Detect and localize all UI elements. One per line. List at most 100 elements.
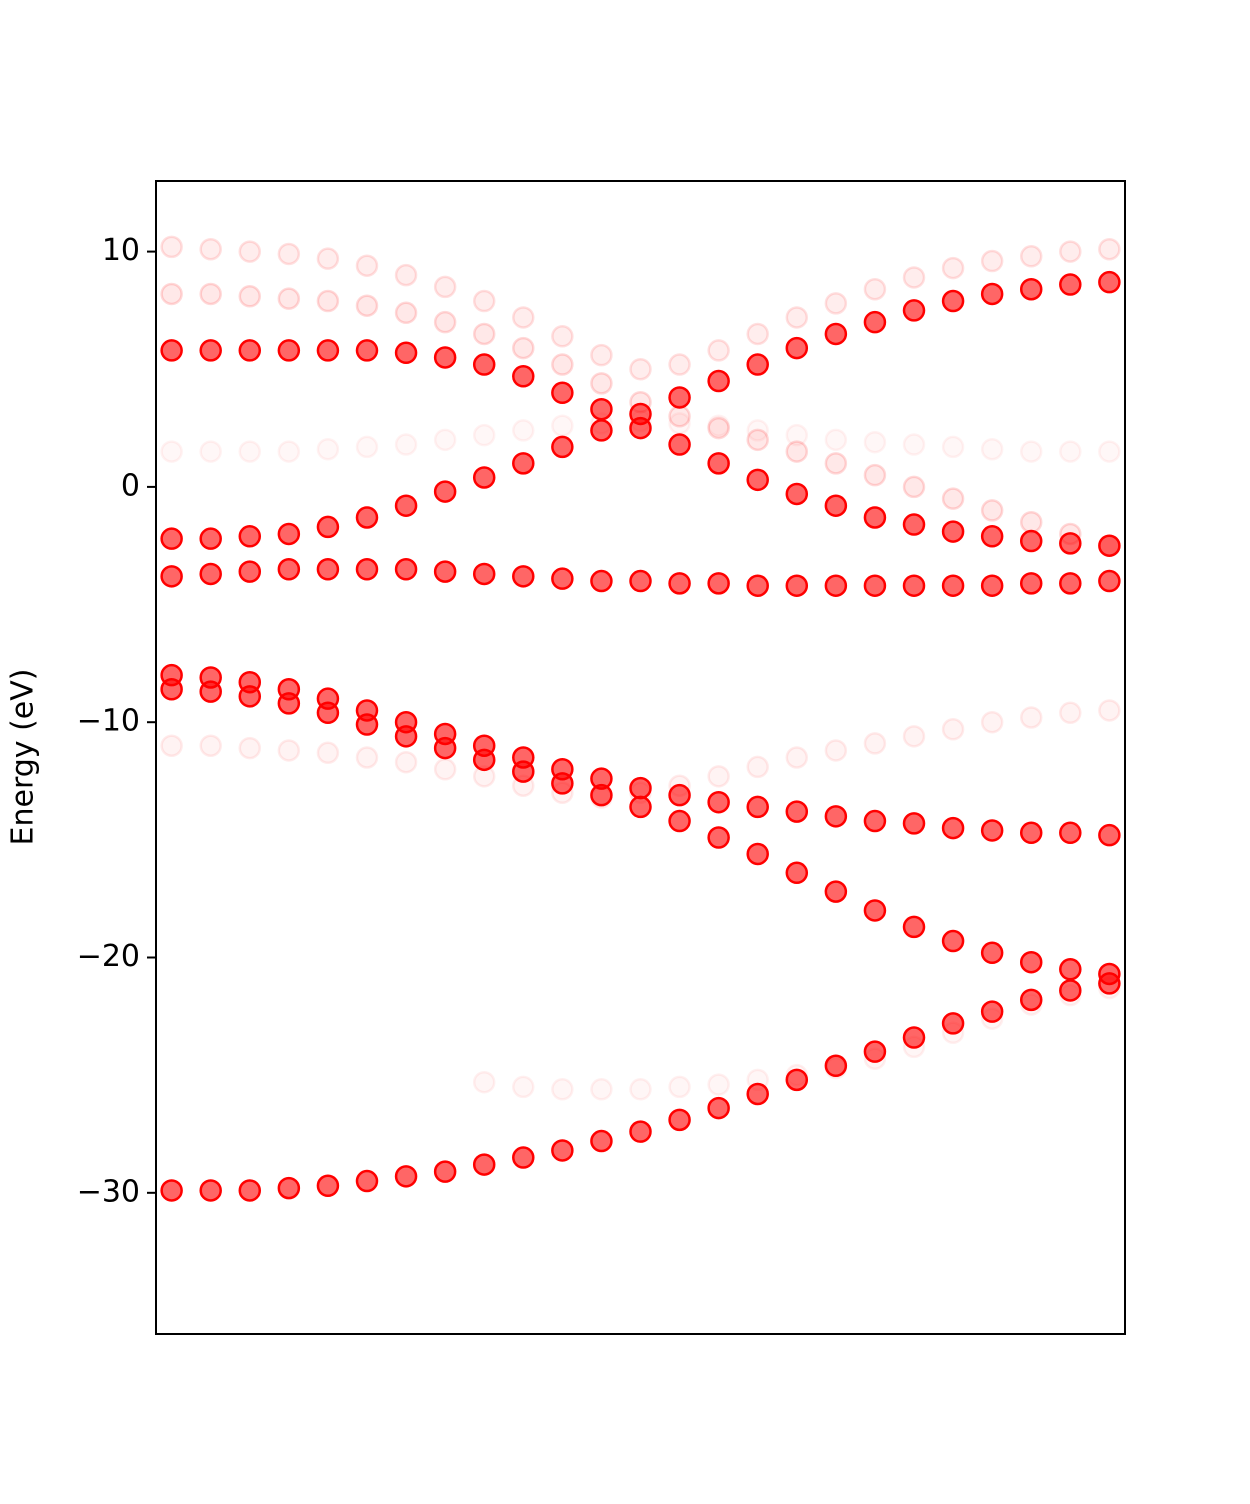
band-point <box>629 357 652 381</box>
band-point <box>941 1012 965 1035</box>
band-point <box>238 440 262 463</box>
band-point <box>277 242 301 266</box>
plot-marks <box>160 235 1121 1202</box>
band-point <box>824 322 848 346</box>
band-point <box>1098 972 1121 995</box>
band-point <box>512 419 535 442</box>
band-point <box>316 515 340 539</box>
band-point <box>316 289 340 313</box>
band-point <box>902 725 926 748</box>
band-point <box>863 310 887 334</box>
band-point <box>355 435 379 459</box>
band-point <box>551 1139 574 1162</box>
band-point <box>1059 821 1082 845</box>
band-point <box>980 437 1004 461</box>
band-point <box>941 574 965 597</box>
band-point <box>1098 270 1121 294</box>
band-point <box>824 1054 848 1078</box>
band-point <box>629 776 652 800</box>
band-point <box>980 249 1004 273</box>
band-point <box>590 343 613 367</box>
band-point <box>1019 950 1043 974</box>
y-axis-label: Energy (eV) <box>6 669 41 846</box>
band-point <box>199 1179 222 1202</box>
band-point <box>980 499 1004 522</box>
band-point <box>629 569 652 593</box>
y-tick-label: −30 <box>77 1174 140 1209</box>
band-point <box>394 494 418 517</box>
band-point <box>707 765 730 788</box>
band-point <box>590 419 613 442</box>
band-point <box>238 285 262 308</box>
band-point <box>316 247 340 270</box>
band-point <box>512 1075 535 1099</box>
band-point <box>1059 979 1082 1002</box>
band-point <box>355 254 379 277</box>
band-point <box>824 739 848 762</box>
band-point <box>316 558 340 581</box>
band-point <box>160 1179 183 1202</box>
band-point <box>316 437 340 461</box>
band-point <box>277 558 301 581</box>
band-point <box>746 353 769 376</box>
band-point <box>238 240 262 263</box>
band-point <box>433 428 457 452</box>
band-point <box>824 494 848 517</box>
band-point <box>785 746 809 769</box>
band-point <box>824 452 848 475</box>
band-point <box>1019 440 1043 463</box>
band-point <box>551 435 574 459</box>
band-point <box>199 734 222 757</box>
band-point <box>433 758 457 781</box>
band-point <box>746 428 769 452</box>
band-point <box>785 574 809 597</box>
band-point <box>316 741 340 765</box>
band-point <box>277 522 301 546</box>
band-point <box>941 718 965 741</box>
band-point <box>785 482 809 506</box>
band-point <box>941 520 965 543</box>
band-point <box>512 565 535 588</box>
band-point <box>902 812 926 835</box>
band-point <box>160 565 183 588</box>
band-point <box>590 569 613 593</box>
band-point <box>1059 440 1082 463</box>
band-point <box>1098 534 1121 557</box>
band-point <box>394 558 418 581</box>
band-point <box>902 433 926 456</box>
band-point <box>1059 240 1082 263</box>
band-point <box>394 750 418 774</box>
band-point <box>824 292 848 315</box>
band-point <box>863 574 887 597</box>
band-point <box>1059 572 1082 595</box>
band-point <box>238 560 262 583</box>
band-point <box>980 819 1004 842</box>
band-point <box>707 1073 730 1096</box>
band-point <box>316 701 340 725</box>
band-point <box>941 816 965 840</box>
band-point <box>551 381 574 405</box>
band-point <box>707 416 730 440</box>
band-point <box>902 266 926 289</box>
band-point <box>433 346 457 369</box>
band-point <box>1059 958 1082 981</box>
band-point <box>746 468 769 492</box>
band-point <box>785 1068 809 1092</box>
band-point <box>707 790 730 814</box>
band-point <box>551 1078 574 1101</box>
band-point <box>824 428 848 452</box>
band-point <box>902 574 926 597</box>
band-point <box>472 289 496 313</box>
band-point <box>590 397 613 421</box>
band-point <box>512 365 535 388</box>
band-point <box>199 440 222 463</box>
band-point <box>707 826 730 849</box>
band-point <box>941 435 965 459</box>
band-point <box>355 558 379 581</box>
band-point <box>277 339 301 362</box>
band-point <box>199 527 222 550</box>
band-point <box>160 339 183 362</box>
band-point <box>980 282 1004 306</box>
band-point <box>863 506 887 529</box>
